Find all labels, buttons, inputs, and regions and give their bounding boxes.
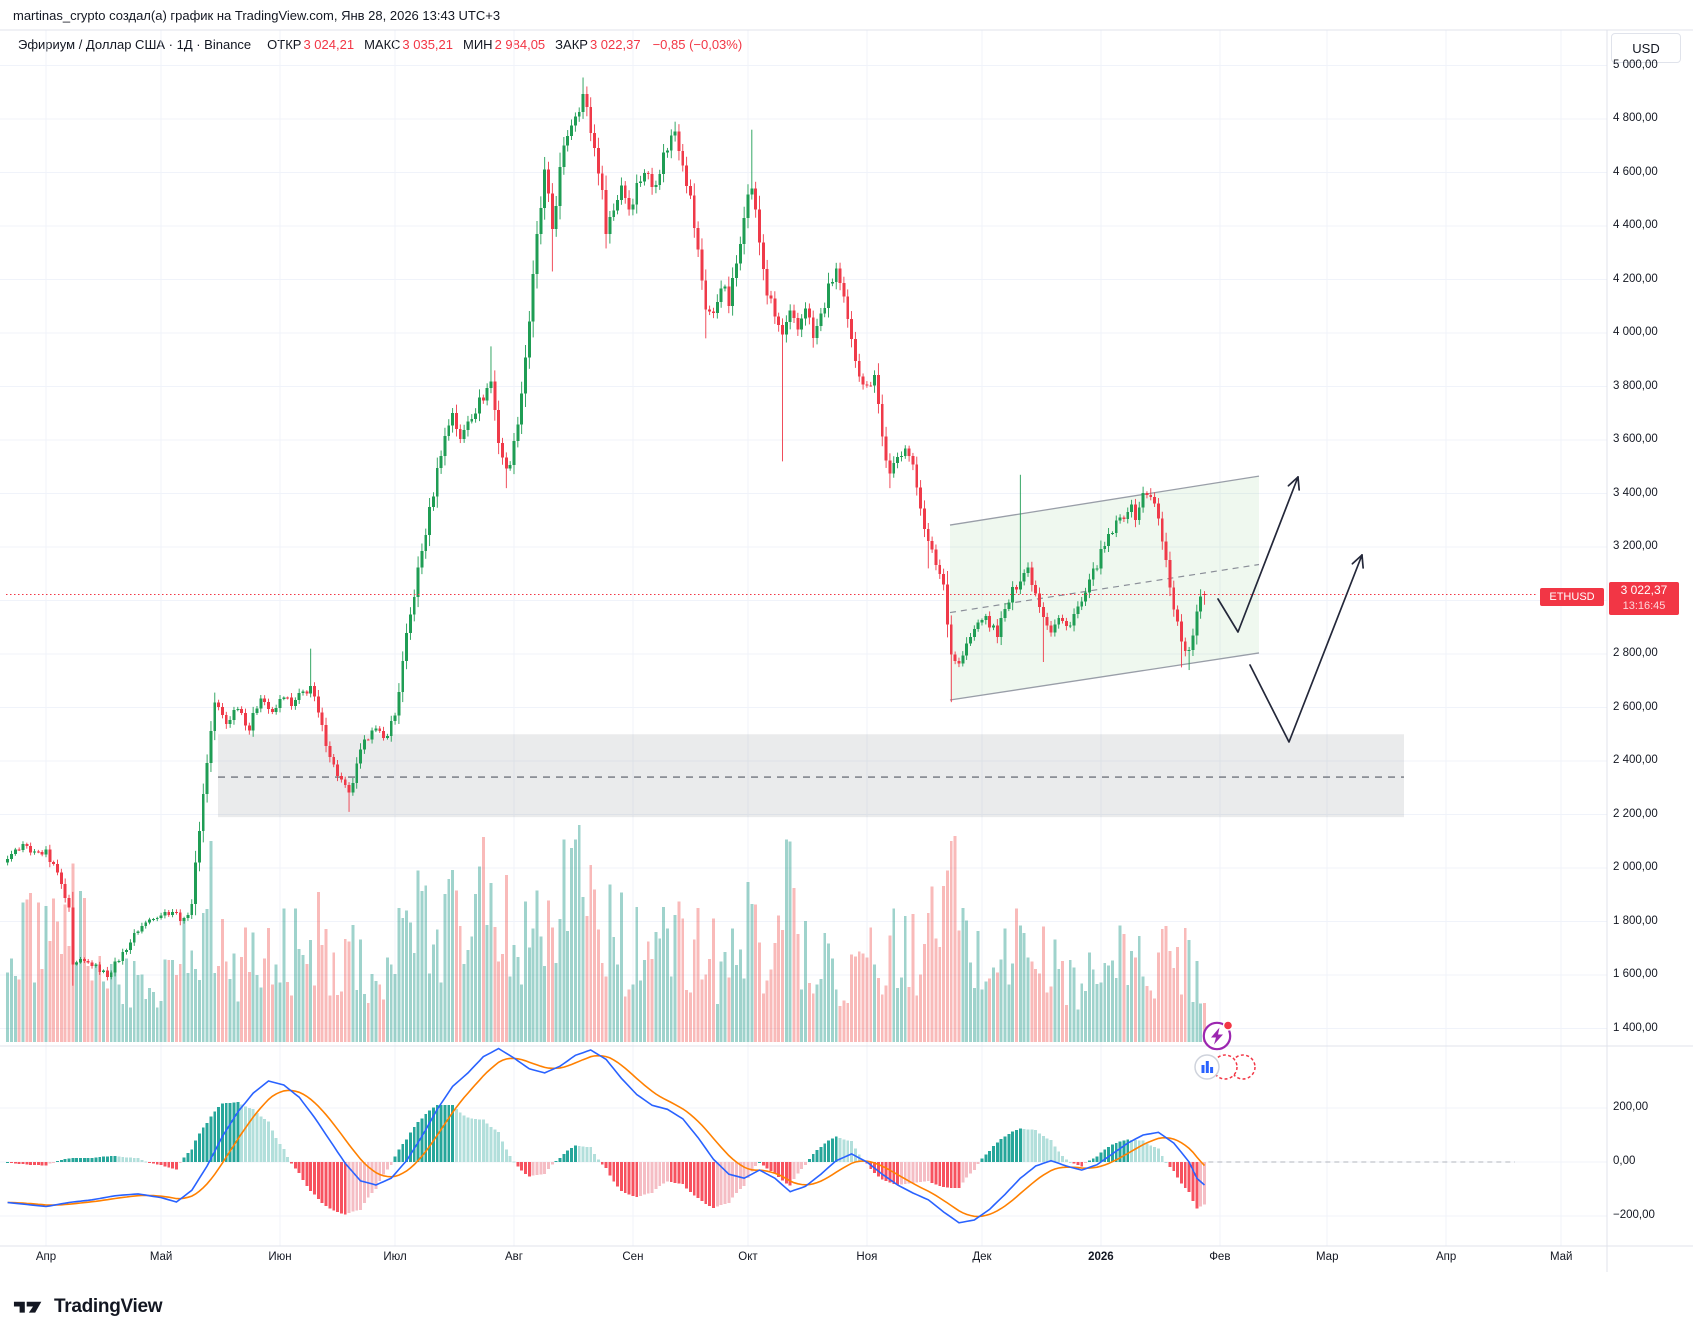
time-tick-label: Май [1549, 1251, 1573, 1263]
price-tick-label: 1 400,00 [1613, 1021, 1658, 1034]
price-tick-label: 4 000,00 [1613, 326, 1658, 338]
time-tick-label: Июн [268, 1251, 292, 1263]
ohlc-high: МАКС 3 035,21 [364, 37, 453, 52]
currency-toggle-button[interactable]: USD [1611, 33, 1681, 63]
attribution-text: martinas_crypto создал(а) график на Trad… [13, 8, 501, 23]
price-tick-label: 4 800,00 [1613, 112, 1658, 124]
tradingview-logo[interactable]: TradingView [13, 1296, 163, 1318]
price-tick-label: 2 600,00 [1613, 700, 1658, 713]
notification-dot [1222, 1020, 1234, 1031]
chart-legend: Эфириум / Доллар США · 1Д · Binance ОТКР… [18, 37, 742, 52]
price-tick-label: 2 800,00 [1613, 647, 1658, 659]
price-tick-label: 4 200,00 [1613, 272, 1658, 285]
macd-tick-label: 200,00 [1613, 1101, 1649, 1113]
lightning-icon [1211, 1027, 1223, 1045]
time-tick-label: Июл [383, 1251, 407, 1263]
spark-ideas-icon[interactable] [1198, 1016, 1238, 1054]
macd-tick-label: −200,00 [1613, 1209, 1655, 1221]
price-tick-label: 2 200,00 [1613, 807, 1658, 820]
ideas-avatars-icon[interactable] [1192, 1052, 1258, 1082]
time-tick-label: Май [149, 1251, 173, 1263]
candle-countdown: 13:16:45 [1622, 600, 1666, 612]
price-tick-label: 2 000,00 [1613, 861, 1658, 873]
time-tick-label: Апр [1435, 1251, 1457, 1263]
bar-chart-icon [1201, 1061, 1214, 1073]
time-tick-label: Окт [738, 1251, 758, 1263]
price-tick-label: 3 400,00 [1613, 486, 1658, 499]
price-tick-label: 5 000,00 [1613, 58, 1658, 71]
price-tick-label: 4 400,00 [1613, 219, 1658, 231]
price-tick-label: 1 600,00 [1613, 968, 1658, 980]
price-tick-label: 2 400,00 [1613, 754, 1658, 766]
time-tick-label: Мар [1315, 1251, 1339, 1263]
time-tick-label: 2026 [1088, 1251, 1114, 1263]
tradingview-logo-text: TradingView [54, 1296, 163, 1317]
last-price-symbol-badge[interactable]: ETHUSD [1540, 588, 1604, 606]
price-tick-label: 3 600,00 [1613, 433, 1658, 445]
price-change: −0,85 (−0,03%) [652, 37, 743, 52]
time-tick-label: Ноя [856, 1251, 878, 1263]
time-tick-label: Дек [972, 1251, 992, 1263]
time-tick-label: Апр [35, 1251, 57, 1263]
time-tick-label: Сен [622, 1251, 644, 1263]
tradingview-logo-icon [13, 1301, 42, 1313]
price-tick-label: 3 200,00 [1613, 540, 1658, 552]
last-price-badge[interactable]: 3 022,37 13:16:45 [1609, 582, 1679, 615]
symbol-title[interactable]: Эфириум / Доллар США · 1Д · Binance [18, 37, 252, 52]
ohlc-open: ОТКР 3 024,21 [267, 37, 355, 52]
price-tick-label: 3 800,00 [1613, 379, 1658, 392]
price-tick-label: 4 600,00 [1613, 165, 1658, 178]
price-tick-label: 1 800,00 [1613, 914, 1658, 927]
idea-avatar-icon [1230, 1054, 1256, 1080]
time-tick-label: Авг [504, 1251, 523, 1263]
idea-avatar-icon [1212, 1054, 1238, 1080]
time-tick-label: Фев [1209, 1251, 1231, 1263]
ohlc-close: ЗАКР 3 022,37 [555, 37, 641, 52]
macd-tick-label: 0,00 [1613, 1155, 1636, 1167]
ohlc-low: МИН 2 984,05 [463, 37, 546, 52]
last-price-value: 3 022,37 [1620, 583, 1668, 597]
